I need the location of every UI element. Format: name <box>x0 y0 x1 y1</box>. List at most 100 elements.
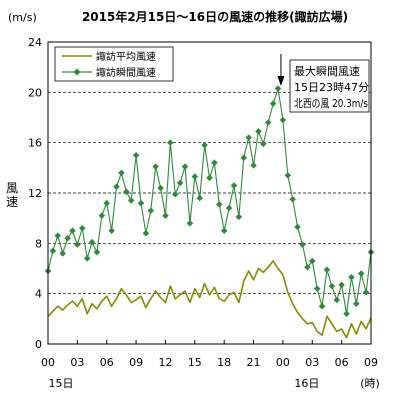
annotation-box <box>289 59 370 113</box>
data-point-gust <box>309 257 316 265</box>
x-tick-label: 15 <box>188 356 202 369</box>
data-point-gust <box>318 302 326 310</box>
y-tick-label: 20 <box>28 86 42 99</box>
data-point-gust <box>216 201 223 208</box>
data-point-gust <box>250 162 257 169</box>
data-point-gust <box>196 194 203 202</box>
data-point-gust <box>201 141 208 149</box>
annotation-line-2: 15日23時47分 <box>294 81 369 94</box>
data-point-gust <box>338 281 345 289</box>
data-point-gust <box>333 296 340 304</box>
data-point-gust <box>245 134 252 141</box>
data-point-gust <box>260 140 267 148</box>
data-point-gust <box>284 172 292 179</box>
x-tick-label: 00 <box>41 356 55 369</box>
data-point-gust <box>299 241 306 248</box>
data-point-gust <box>357 270 365 277</box>
data-point-gust <box>137 199 145 207</box>
data-point-gust <box>225 204 233 212</box>
data-point-gust <box>230 182 238 189</box>
chart-title: 2015年2月15日〜16日の風速の推移(諏訪広場) <box>82 9 348 24</box>
data-point-gust <box>304 263 311 271</box>
data-point-gust <box>235 213 243 221</box>
y-tick-label: 8 <box>35 237 42 250</box>
y-tick-labels: 0 4 8 12 16 20 24 <box>28 36 42 351</box>
data-point-gust <box>147 207 155 214</box>
data-point-gust <box>343 310 350 318</box>
data-point-gust <box>93 248 101 256</box>
data-point-gust <box>328 282 336 290</box>
annotation-line-3: 北西の風 20.3m/s <box>294 97 368 110</box>
data-point-gust <box>353 300 360 307</box>
data-point-gust <box>123 188 130 195</box>
legend-label-mean: 諏訪平均風速 <box>96 50 156 63</box>
series-layer <box>44 85 375 339</box>
data-point-gust <box>255 128 262 135</box>
data-point-gust <box>132 151 140 159</box>
data-point-gust <box>64 235 71 242</box>
x-tick-label: 09 <box>129 356 143 369</box>
y-axis-label-char: 風 <box>6 181 18 195</box>
x-tick-label: 03 <box>70 356 84 369</box>
x-tick-label: 09 <box>364 356 378 369</box>
data-point-gust <box>108 227 115 235</box>
annotation-arrow-head <box>277 76 285 86</box>
data-point-gust <box>181 163 189 170</box>
y-tick-label: 24 <box>28 36 42 49</box>
legend-label-gust: 諏訪瞬間風速 <box>96 66 156 79</box>
x-tick-label: 21 <box>247 356 261 369</box>
plot-frame <box>47 41 372 345</box>
legend-box <box>54 46 174 82</box>
data-point-gust <box>206 174 213 182</box>
data-point-gust <box>313 285 321 292</box>
day-label-16: 16日 <box>294 377 319 390</box>
x-tick-label: 12 <box>158 356 172 369</box>
data-point-gust <box>240 154 248 162</box>
data-point-gust <box>118 169 125 177</box>
data-point-gust <box>348 274 355 281</box>
data-point-gust <box>220 227 228 235</box>
data-point-gust <box>49 247 57 255</box>
data-point-gust <box>152 163 159 170</box>
data-point-gust <box>157 184 164 192</box>
legend: 諏訪平均風速 諏訪瞬間風速 <box>54 46 174 82</box>
data-point-gust <box>103 199 110 207</box>
series-line-mean <box>47 260 372 339</box>
y-axis-label-char: 速 <box>6 195 18 209</box>
data-point-gust <box>79 224 86 232</box>
y-unit-label: (m/s) <box>8 11 37 24</box>
x-tick-label: 06 <box>100 356 114 369</box>
x-tick-label: 00 <box>276 356 290 369</box>
data-point-gust <box>127 197 135 204</box>
data-point-gust <box>162 212 169 219</box>
data-point-gust <box>211 159 218 167</box>
data-point-gust <box>294 223 301 231</box>
data-point-gust <box>88 238 96 246</box>
x-tick-label: 18 <box>217 356 231 369</box>
data-point-gust <box>289 196 296 203</box>
x-unit-label: (時) <box>360 377 380 390</box>
data-point-gust <box>176 179 184 187</box>
data-point-gust <box>186 219 194 227</box>
data-point-gust <box>69 227 76 235</box>
y-tick-label: 4 <box>35 288 42 301</box>
x-tick-label: 03 <box>305 356 319 369</box>
data-point-gust <box>142 230 150 237</box>
x-tick-labels: 00 03 06 09 12 15 18 21 00 03 06 09 <box>41 340 378 369</box>
annotation: 最大瞬間風速 15日23時47分 北西の風 20.3m/s <box>277 54 370 113</box>
y-axis-label: 風速 <box>6 181 18 209</box>
y-tick-label: 0 <box>35 338 42 351</box>
legend-marker-gust <box>73 68 81 76</box>
data-point-gust <box>323 266 331 274</box>
data-point-gust <box>167 139 174 146</box>
data-point-gust <box>269 100 277 107</box>
y-tick-label: 12 <box>28 187 42 200</box>
data-point-gust <box>171 191 179 198</box>
y-tick-label: 16 <box>28 137 42 150</box>
data-point-gust <box>191 173 199 180</box>
data-point-gust <box>362 289 370 296</box>
day-label-15: 15日 <box>49 377 74 390</box>
annotation-line-1: 最大瞬間風速 <box>294 64 360 78</box>
x-tick-label: 06 <box>335 356 349 369</box>
